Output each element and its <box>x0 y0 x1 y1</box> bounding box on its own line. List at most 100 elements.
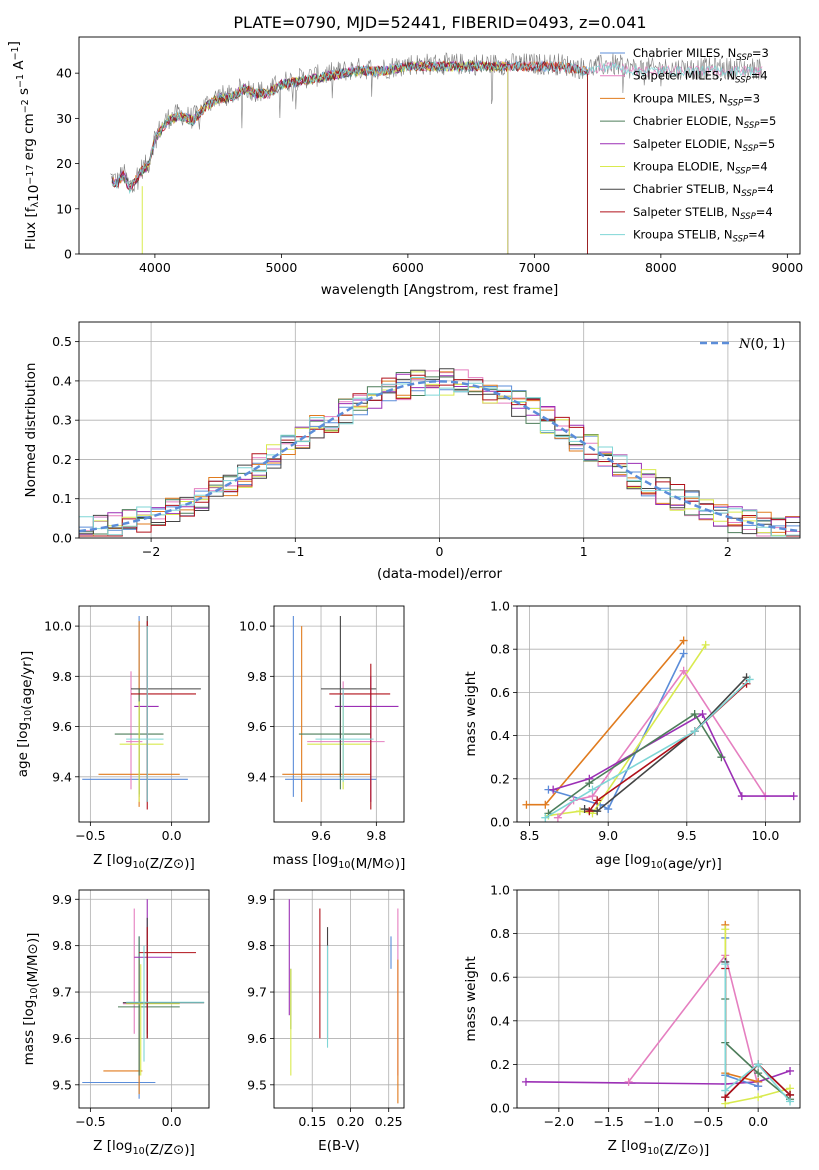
y-axis-label: mass weight <box>463 956 479 1041</box>
label-sup: −1 <box>15 74 26 88</box>
x-axis-label: age [log10(age/yr)] <box>595 852 721 872</box>
errorbar-kroupa-stelib <box>315 688 374 782</box>
legend-sub: SSP <box>744 121 760 131</box>
axes-frame <box>273 889 405 1109</box>
legend-text: Salpeter MILES, N <box>633 69 735 83</box>
series-point <box>679 636 688 645</box>
label-part: (Z/Z⊙)] <box>145 856 195 872</box>
y-tick-label: 0.8 <box>490 926 510 941</box>
x-axis-label: Z [log10(Z/Z⊙)] <box>93 1138 195 1158</box>
legend-label: Kroupa MILES, NSSP=3 <box>633 91 760 108</box>
series-point <box>553 813 562 822</box>
x-tick-label: 0 <box>436 544 444 559</box>
series-point <box>754 1060 763 1069</box>
series-point <box>624 1077 633 1086</box>
legend-text: Kroupa MILES, N <box>633 91 728 105</box>
label-sub: λ <box>30 202 41 208</box>
y-tick-label: 0.4 <box>52 373 72 388</box>
label-part: mass [ <box>21 1020 37 1065</box>
model-line-chabrier-stelib <box>111 60 588 254</box>
axes-frame <box>78 605 210 823</box>
series-point <box>541 813 550 822</box>
label-sub: 10 <box>133 860 145 871</box>
errorbar-kroupa-stelib <box>126 945 205 1062</box>
series-point <box>737 792 746 801</box>
y-axis-label: Flux [fλ10−17 erg cm−2 s−1 A−1] <box>6 41 42 250</box>
label-sub: 10 <box>133 1146 145 1157</box>
legend-text: N <box>738 337 751 352</box>
x-tick-label: 6000 <box>392 260 424 275</box>
series-line <box>724 929 791 1105</box>
series-point <box>580 805 589 814</box>
x-tick-label: −1.0 <box>643 1114 673 1129</box>
chart-panels: 4000 5000 6000 7000 8000 9000010203040wavelen… <box>6 36 803 1158</box>
y-tick-label: 0.2 <box>490 771 510 786</box>
label-part: mass [ <box>273 852 318 868</box>
series-line <box>724 964 791 1103</box>
errorbar-salpeter-elodie <box>134 899 172 1034</box>
errorbar-kroupa-miles <box>282 626 371 802</box>
series-point <box>521 1077 530 1086</box>
series-point <box>679 666 688 675</box>
axes-frame <box>78 889 210 1109</box>
errorbar-salpeter-miles <box>307 681 385 777</box>
legend-sub: SSP <box>741 189 757 199</box>
axes-frame <box>273 605 405 823</box>
plot-area <box>282 616 399 810</box>
y-tick-label: 0.0 <box>52 531 72 546</box>
y-axis-label: age [log10(age/yr)] <box>15 651 35 777</box>
model-line-kroupa-miles <box>111 59 588 254</box>
series-point <box>717 753 726 762</box>
legend-label: Kroupa ELODIE, NSSP=4 <box>633 160 768 177</box>
model-line-kroupa-elodie <box>141 60 509 254</box>
x-axis-label: Z [log10(Z/Z⊙)] <box>608 1138 710 1158</box>
panel-mass-vs-ebv: 0.15 0.20 0.25 9.5 9.6 9.7 9.8 9.9 E(B-V) <box>247 889 405 1154</box>
series-point <box>786 1097 795 1106</box>
x-tick-label: 0.0 <box>162 1114 182 1129</box>
y-tick-label: 9.7 <box>247 985 267 1000</box>
label-part: log <box>630 852 651 868</box>
y-tick-label: 9.8 <box>247 669 267 684</box>
panel-weight-vs-age: 8.5 9.0 9.5 10.0 0.0 0.2 0.4 0.6 0.8 1.0 age [log1… <box>463 599 801 872</box>
y-tick-label: 9.6 <box>52 719 72 734</box>
legend-text: =3 <box>752 46 769 60</box>
y-tick-label: 9.7 <box>52 985 72 1000</box>
legend-text: =5 <box>759 114 776 128</box>
label-part: (Z/Z⊙)] <box>659 1142 709 1158</box>
y-tick-label: 30 <box>56 111 72 126</box>
y-tick-label: 10.0 <box>44 619 72 634</box>
series-line <box>584 676 748 813</box>
gaussian-curve <box>79 380 800 533</box>
x-tick-label: −0.5 <box>693 1114 723 1129</box>
plot-area <box>522 636 798 822</box>
label-part: log <box>318 852 339 868</box>
label-part: Z [ <box>93 852 112 868</box>
y-tick-label: 0.8 <box>490 642 510 657</box>
model-line-salpeter-stelib <box>111 60 588 254</box>
label-part: age [ <box>595 852 630 868</box>
label-part: log <box>15 722 31 743</box>
legend-text: Kroupa ELODIE, N <box>633 160 735 174</box>
model-line-kroupa-stelib <box>111 59 763 195</box>
y-tick-label: 9.4 <box>247 769 267 784</box>
x-tick-label: −0.5 <box>75 828 105 843</box>
panel-residuals: −2 −1 0 1 2 0.0 0.1 0.2 0.3 0.4 0.5 (data-model)/er… <box>23 321 801 582</box>
y-tick-label: 0.6 <box>490 970 510 985</box>
series-point <box>754 1093 763 1102</box>
legend-label: Salpeter STELIB, NSSP=4 <box>633 205 773 222</box>
series-line <box>547 712 723 815</box>
legend-sub: SSP <box>743 144 759 154</box>
x-tick-label: 0.0 <box>162 828 182 843</box>
y-tick-label: 0.1 <box>52 491 72 506</box>
y-tick-label: 0.0 <box>490 1101 510 1116</box>
legend-text: =5 <box>758 137 775 151</box>
y-tick-label: 1.0 <box>490 883 510 898</box>
plot-area <box>288 899 399 1104</box>
series-point <box>745 675 754 684</box>
label-part: (age/yr)] <box>19 651 35 710</box>
series-kroupa-elodie <box>544 640 710 820</box>
legend-text: Salpeter ELODIE, N <box>633 137 743 151</box>
series-point <box>690 727 699 736</box>
label-part: mass weight <box>463 671 479 756</box>
label-part: log <box>112 852 133 868</box>
